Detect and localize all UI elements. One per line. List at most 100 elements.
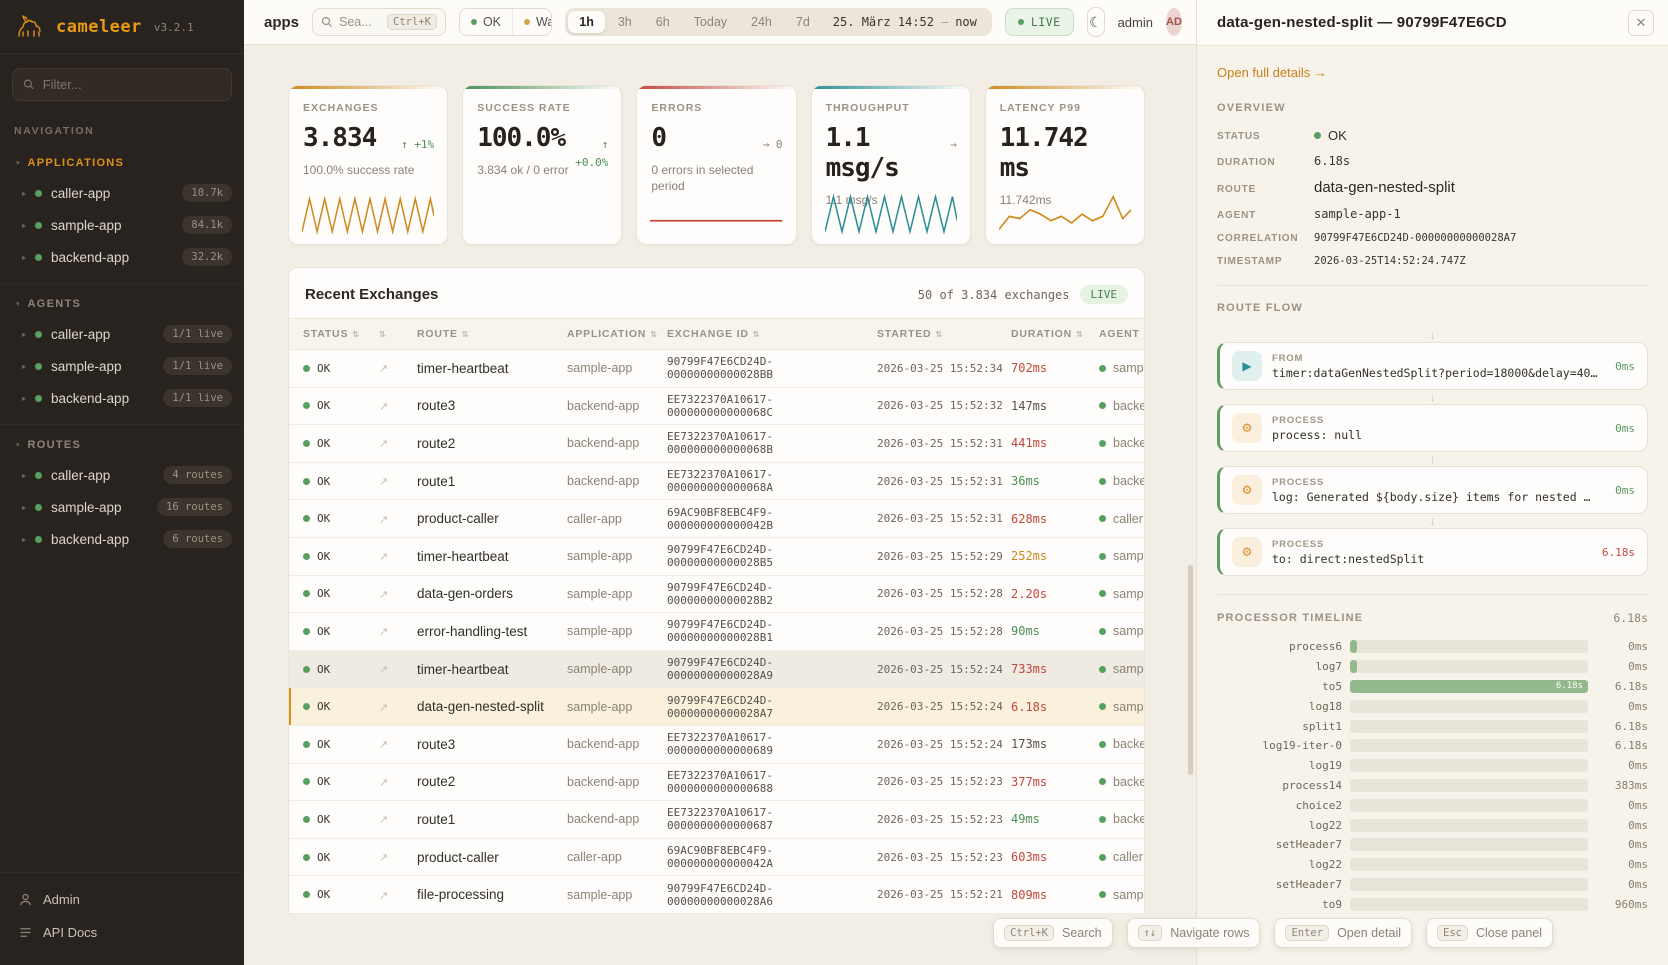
time-range-button[interactable]: 3h <box>617 15 632 29</box>
table-row[interactable]: OK ↗ route2 backend-app EE7322370A10617-… <box>289 425 1144 463</box>
timeline-row[interactable]: log22 0ms <box>1217 815 1648 835</box>
expand-cell[interactable]: ↗ <box>379 434 417 452</box>
live-toggle-button[interactable]: LIVE <box>1004 8 1074 36</box>
expand-cell[interactable]: ↗ <box>379 397 417 415</box>
sidebar-filter[interactable] <box>12 68 232 101</box>
expand-cell[interactable]: ↗ <box>379 660 417 678</box>
time-range-button[interactable]: 24h <box>751 15 772 29</box>
expand-cell[interactable]: ↗ <box>379 810 417 828</box>
sidebar-item-route[interactable]: ▸ backend-app 6 routes <box>0 523 244 555</box>
chevron-right-icon: ▸ <box>22 470 27 480</box>
timeline-row[interactable]: log19-iter-0 6.18s <box>1217 736 1648 756</box>
close-panel-button[interactable]: ✕ <box>1628 9 1654 36</box>
metric-card[interactable]: THROUGHPUT 1.1 msg/s → 1.1 msg/s <box>810 85 971 245</box>
status-dot <box>303 740 310 748</box>
flow-step[interactable]: ↓ ⚙ PROCESS process: null 0ms <box>1217 390 1648 452</box>
time-range-button[interactable]: 7d <box>795 15 810 29</box>
timeline-row[interactable]: process14 383ms <box>1217 776 1648 796</box>
expand-cell[interactable]: ↗ <box>379 510 417 528</box>
timeline-row[interactable]: log22 0ms <box>1217 855 1648 875</box>
timeline-row[interactable]: setHeader7 0ms <box>1217 835 1648 855</box>
metric-card[interactable]: ERRORS 0 → 0 0 errors in selected period <box>636 85 797 245</box>
sidebar-item-agent[interactable]: ▸ caller-app 1/1 live <box>0 318 244 350</box>
table-row[interactable]: OK ↗ route3 backend-app EE7322370A10617-… <box>289 388 1144 426</box>
status-filter-button[interactable]: OK <box>460 9 514 35</box>
table-row[interactable]: OK ↗ data-gen-orders sample-app 90799F47… <box>289 576 1144 614</box>
expand-cell[interactable]: ↗ <box>379 735 417 753</box>
table-row[interactable]: OK ↗ timer-heartbeat sample-app 90799F47… <box>289 650 1144 689</box>
sidebar-item-agent[interactable]: ▸ sample-app 1/1 live <box>0 350 244 382</box>
expand-cell[interactable]: ↗ <box>379 698 417 716</box>
column-header-started[interactable]: STARTED ⇅ <box>877 328 943 340</box>
table-row[interactable]: OK ↗ route1 backend-app EE7322370A10617-… <box>289 801 1144 839</box>
expand-cell[interactable]: ↗ <box>379 547 417 565</box>
status-filter-button[interactable]: Warn <box>513 9 551 35</box>
sidebar-filter-input[interactable] <box>42 77 221 92</box>
sidebar-item-application[interactable]: ▸ caller-app 10.7k <box>0 177 244 209</box>
sidebar-item-route[interactable]: ▸ sample-app 16 routes <box>0 491 244 523</box>
expand-cell[interactable]: ↗ <box>379 773 417 791</box>
expand-cell[interactable]: ↗ <box>379 359 417 377</box>
timeline-row[interactable]: setHeader7 0ms <box>1217 875 1648 895</box>
table-row[interactable]: OK ↗ data-gen-nested-split sample-app 90… <box>289 688 1144 726</box>
metric-card[interactable]: LATENCY P99 11.742 ms 11.742ms <box>984 85 1145 245</box>
metric-card[interactable]: EXCHANGES 3.834 ↑ +1% 100.0% success rat… <box>288 85 449 245</box>
timeline-row[interactable]: split1 6.18s <box>1217 716 1648 736</box>
expand-cell[interactable]: ↗ <box>379 622 417 640</box>
timeline-row[interactable]: log7 0ms <box>1217 657 1648 677</box>
flow-step-text: timer:dataGenNestedSplit?period=18000&de… <box>1272 365 1598 380</box>
sidebar-item-admin[interactable]: Admin <box>0 883 244 916</box>
column-header-duration[interactable]: DURATION ⇅ <box>1011 328 1084 340</box>
open-full-details-link[interactable]: Open full details → <box>1217 65 1327 80</box>
column-header-status[interactable]: STATUS ⇅ <box>303 328 360 340</box>
table-row[interactable]: OK ↗ timer-heartbeat sample-app 90799F47… <box>289 538 1144 576</box>
nav-group-agents-header[interactable]: ▾ AGENTS <box>0 292 244 318</box>
flow-step[interactable]: ↓ ⚙ PROCESS to: direct:nestedSplit 6.18s <box>1217 514 1648 576</box>
timeline-row[interactable]: log19 0ms <box>1217 756 1648 776</box>
column-header-expand[interactable]: ⇅ <box>379 330 417 339</box>
expand-cell[interactable]: ↗ <box>379 848 417 866</box>
timeline-row[interactable]: choice2 0ms <box>1217 795 1648 815</box>
sidebar-item-application[interactable]: ▸ backend-app 32.2k <box>0 241 244 273</box>
table-row[interactable]: OK ↗ route2 backend-app EE7322370A10617-… <box>289 764 1144 802</box>
table-row[interactable]: OK ↗ product-caller caller-app 69AC90BF8… <box>289 500 1144 538</box>
sidebar-item-application[interactable]: ▸ sample-app 84.1k <box>0 209 244 241</box>
column-header-exchange-id[interactable]: EXCHANGE ID ⇅ <box>667 328 761 340</box>
timeline-row[interactable]: log18 0ms <box>1217 696 1648 716</box>
flow-step[interactable]: ↓ ▶ FROM timer:dataGenNestedSplit?period… <box>1217 328 1648 390</box>
table-row[interactable]: OK ↗ route1 backend-app EE7322370A10617-… <box>289 463 1144 501</box>
nav-group-routes-header[interactable]: ▾ ROUTES <box>0 433 244 459</box>
metric-card[interactable]: SUCCESS RATE 100.0% ↑ +0.0% 3.834 ok / 0… <box>462 85 623 245</box>
time-range-button[interactable]: 1h <box>568 11 605 33</box>
time-range-button[interactable]: 6h <box>655 15 670 29</box>
column-header-route[interactable]: ROUTE ⇅ <box>417 328 470 340</box>
flow-step[interactable]: ↓ ⚙ PROCESS log: Generated ${body.size} … <box>1217 452 1648 514</box>
timeline-row[interactable]: process6 0ms <box>1217 637 1648 657</box>
time-range-button[interactable]: Today <box>693 15 728 29</box>
sidebar-item-route[interactable]: ▸ caller-app 4 routes <box>0 459 244 491</box>
sidebar-item-agent[interactable]: ▸ backend-app 1/1 live <box>0 382 244 414</box>
global-search[interactable]: Ctrl+K <box>312 8 446 36</box>
expand-cell[interactable]: ↗ <box>379 472 417 490</box>
column-header-application[interactable]: APPLICATION ⇅ <box>567 328 658 340</box>
open-detail-icon: ↗ <box>379 626 389 639</box>
table-row[interactable]: OK ↗ error-handling-test sample-app 9079… <box>289 613 1144 651</box>
processor-name: log19 <box>1308 759 1342 773</box>
timeline-row[interactable]: to9 960ms <box>1217 894 1648 914</box>
table-row[interactable]: OK ↗ timer-heartbeat sample-app 90799F47… <box>289 350 1144 388</box>
dark-mode-toggle[interactable]: ☾ <box>1086 7 1105 37</box>
expand-cell[interactable]: ↗ <box>379 886 417 904</box>
avatar[interactable]: AD <box>1166 8 1182 36</box>
table-row[interactable]: OK ↗ product-caller caller-app 69AC90BF8… <box>289 839 1144 877</box>
table-row[interactable]: OK ↗ file-processing sample-app 90799F47… <box>289 876 1144 914</box>
sidebar-item-api-docs[interactable]: API Docs <box>0 916 244 949</box>
expand-cell[interactable]: ↗ <box>379 585 417 603</box>
nav-group-applications-header[interactable]: ▾ APPLICATIONS <box>0 151 244 177</box>
column-header-agent[interactable]: AGENT <box>1099 328 1140 340</box>
scrollbar-thumb[interactable] <box>1188 565 1193 775</box>
date-range-display[interactable]: 25. März 14:52 — now <box>823 15 989 29</box>
duration-cell: 49ms <box>1011 812 1040 827</box>
global-search-input[interactable] <box>339 15 382 29</box>
timeline-row[interactable]: to5 6.18s 6.18s <box>1217 677 1648 697</box>
table-row[interactable]: OK ↗ route3 backend-app EE7322370A10617-… <box>289 726 1144 764</box>
